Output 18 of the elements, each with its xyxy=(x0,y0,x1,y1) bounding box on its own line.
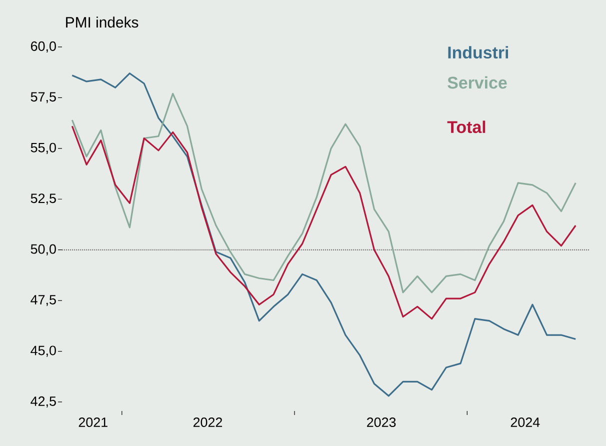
x-tick-label: 2022 xyxy=(193,418,222,428)
y-tick-label: 55,0 xyxy=(30,142,56,154)
y-tick-label: 45,0 xyxy=(30,346,56,357)
y-tick-label: 52,5 xyxy=(30,194,56,205)
x-tick-label: 2024 xyxy=(510,418,540,428)
text: Industri xyxy=(448,46,508,59)
x-tick-label: 2023 xyxy=(367,418,396,428)
x-tick-label: 2021 xyxy=(78,418,108,428)
y-tick-label: 42,5 xyxy=(30,396,56,408)
y-tick-label: 57,5 xyxy=(30,92,56,104)
text: Total xyxy=(447,120,486,134)
text: Service xyxy=(448,76,507,89)
y-tick-label: 47,5 xyxy=(30,295,56,306)
line-series xyxy=(71,92,576,294)
y-tick-label: 60,0 xyxy=(31,41,56,53)
y-axis-title: PMI indeks xyxy=(66,16,138,28)
y-tick-label: 50,0 xyxy=(30,244,56,256)
line-series xyxy=(71,72,576,397)
